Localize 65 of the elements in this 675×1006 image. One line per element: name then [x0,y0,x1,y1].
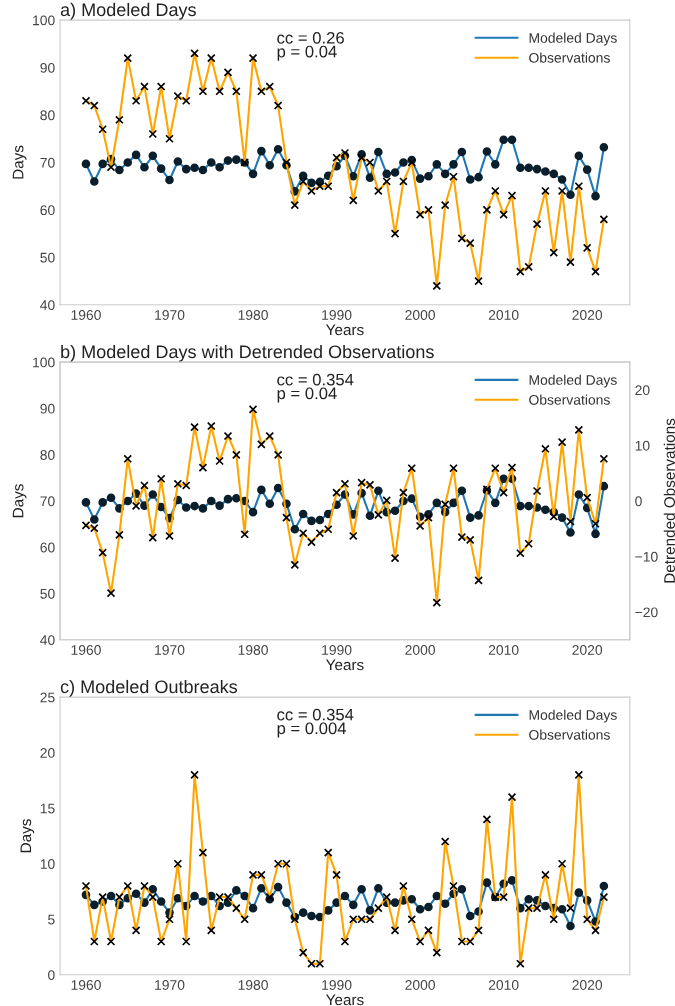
chart-title: a) Modeled Days [60,2,196,20]
y-tick-label: 40 [40,300,55,310]
annotation: cc = 0.354 p = 0.04 [277,373,354,403]
y-axis-title: Days [12,484,27,518]
y-tick-label: 10 [40,859,55,869]
x-axis-title: Years [326,994,364,1006]
x-axis-title: Years [326,324,364,336]
y-tick-label: 20 [40,748,55,758]
y-tick-label: 100 [33,357,55,368]
y-tick-label: 50 [40,588,55,599]
legend-label: Modeled Days [529,709,617,723]
legend-label: Modeled Days [529,374,617,388]
x-tick-label: 2000 [405,310,436,320]
y-tick-label: 40 [40,635,55,645]
legend-label: Observations [529,729,610,740]
y-tick-label: 15 [40,803,55,814]
x-tick-label: 1970 [155,980,185,990]
x-tick-label: 2020 [572,310,603,320]
x-tick-label: 2010 [488,310,519,320]
y2-tick-label: −20 [635,607,658,618]
y-tick-label: 25 [40,692,55,703]
x-tick-label: 1990 [322,980,352,990]
legend-label: Modeled Days [529,32,617,46]
y-axis-title: Days [12,145,27,179]
x-tick-label: 1980 [238,980,268,990]
legend-label: Observations [529,394,610,405]
y2-axis-title: Detrended Observations [663,418,675,583]
y-tick-label: 50 [40,252,55,263]
x-tick-label: 1960 [71,645,101,655]
y2-tick-label: −10 [635,551,658,562]
y-tick-label: 90 [40,403,55,414]
y2-tick-label: 10 [635,440,650,451]
y2-tick-label: 0 [635,496,642,507]
y-tick-label: 0 [48,970,55,980]
y-tick-label: 70 [40,496,55,507]
y-tick-label: 80 [40,110,55,121]
y-tick-label: 80 [40,450,55,460]
y-tick-label: 5 [48,914,55,925]
y-tick-label: 60 [40,542,55,553]
x-tick-label: 1970 [155,645,185,655]
annotation: cc = 0.26 p = 0.04 [277,31,344,61]
x-tick-label: 2010 [488,645,519,655]
x-axis-title: Years [326,659,364,671]
x-tick-label: 2020 [572,980,603,990]
x-tick-label: 1990 [322,645,352,655]
x-tick-label: 1960 [71,310,101,320]
annotation: cc = 0.354 p = 0.004 [277,708,354,738]
x-tick-label: 2000 [405,645,436,655]
y-tick-label: 90 [40,62,55,73]
x-tick-label: 1980 [238,310,268,320]
y-tick-label: 60 [40,205,55,216]
legend-label: Observations [529,52,610,63]
x-tick-label: 1970 [155,310,185,320]
x-tick-label: 2010 [488,980,519,990]
x-tick-label: 2000 [405,980,436,990]
x-tick-label: 1960 [71,980,101,990]
y-tick-label: 70 [40,157,55,168]
x-tick-label: 2020 [572,645,603,655]
y-axis-title: Days [20,819,35,853]
y2-tick-label: 20 [635,385,650,396]
x-tick-label: 1980 [238,645,268,655]
y-tick-label: 100 [33,15,55,26]
x-tick-label: 1990 [322,310,352,320]
chart-title: c) Modeled Outbreaks [60,679,238,697]
chart-title: b) Modeled Days with Detrended Observations [61,344,434,362]
